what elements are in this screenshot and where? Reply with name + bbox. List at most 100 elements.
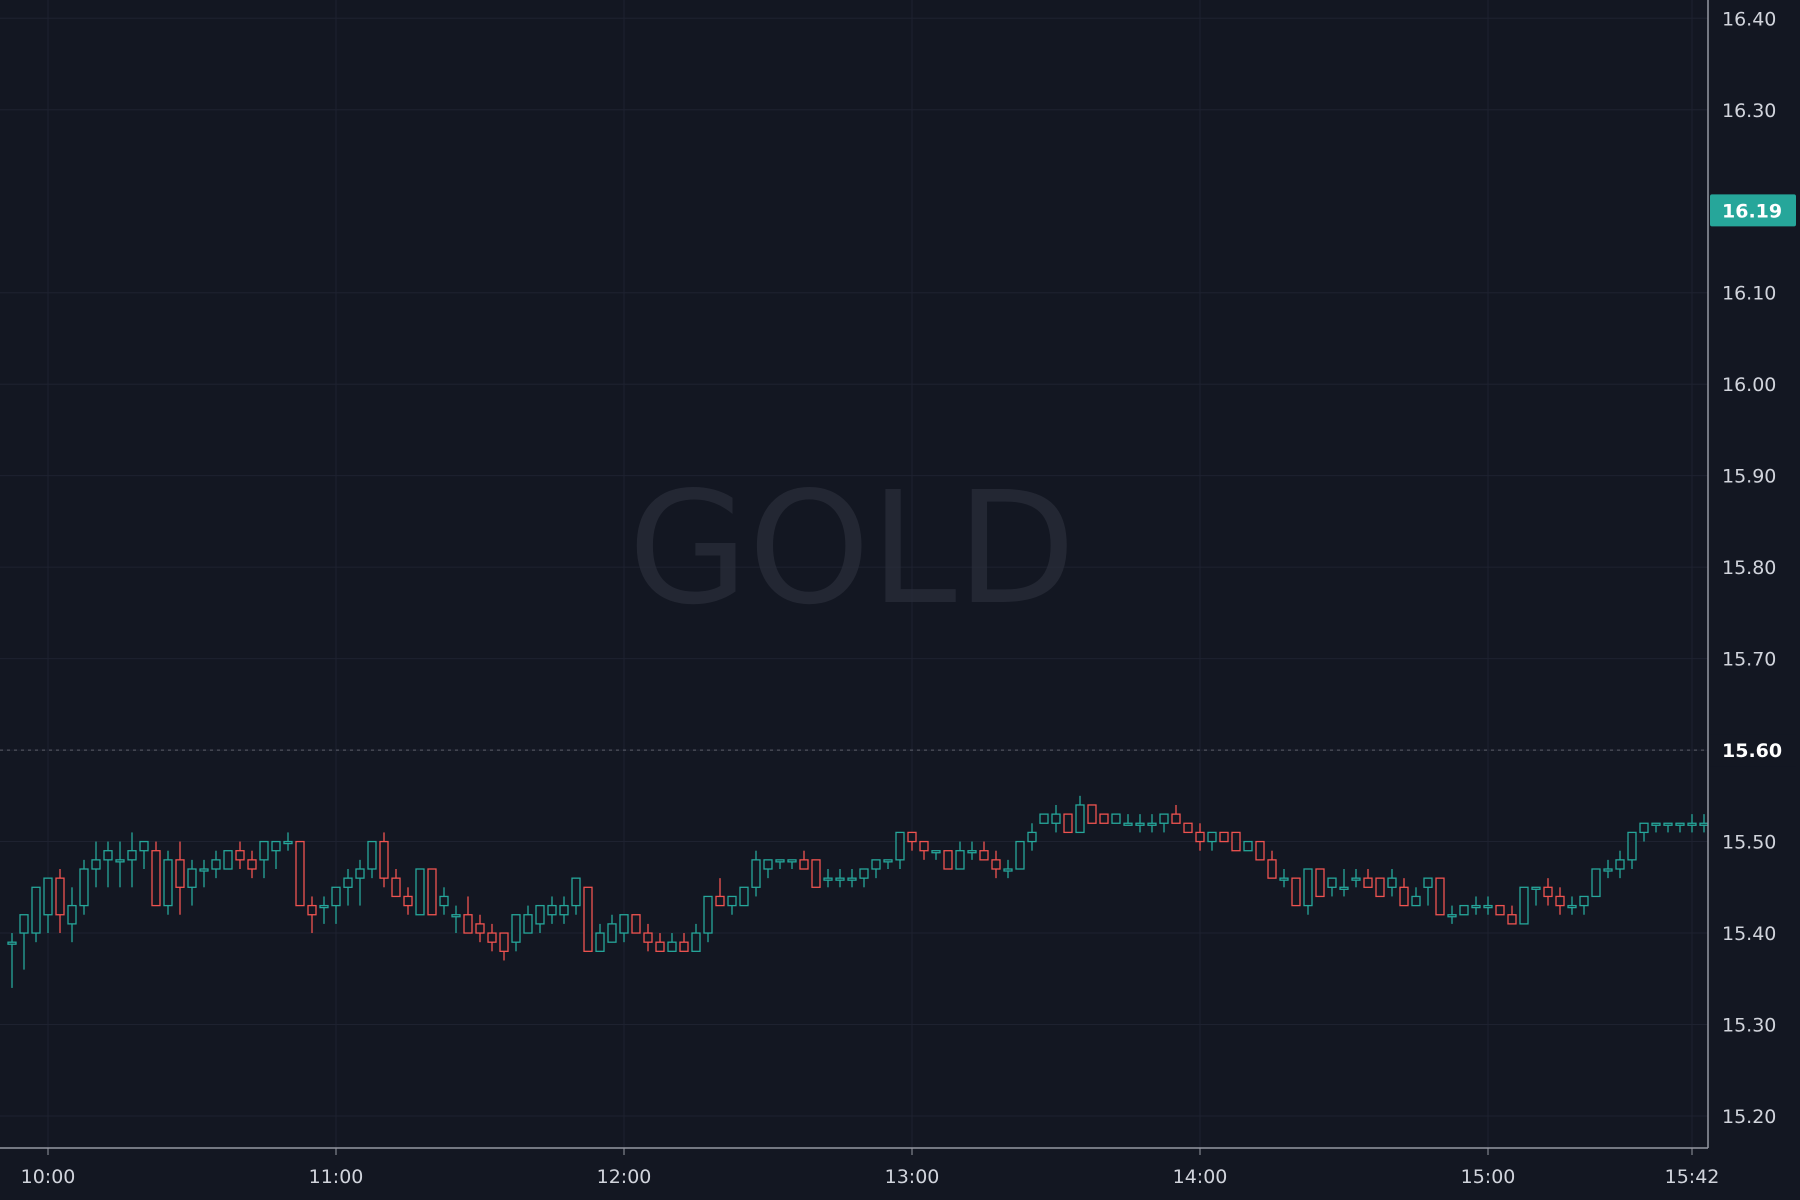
- candle[interactable]: [379, 832, 389, 888]
- candle[interactable]: [583, 886, 593, 952]
- candle[interactable]: [1531, 886, 1541, 906]
- candle[interactable]: [1051, 804, 1061, 833]
- candle[interactable]: [1687, 814, 1697, 833]
- candle[interactable]: [595, 923, 605, 952]
- candle[interactable]: [631, 914, 641, 934]
- candle[interactable]: [211, 850, 221, 879]
- candle[interactable]: [1111, 813, 1121, 824]
- candle[interactable]: [1219, 831, 1229, 843]
- candle[interactable]: [295, 840, 305, 907]
- candle[interactable]: [811, 859, 821, 888]
- candle[interactable]: [883, 859, 893, 870]
- candle[interactable]: [571, 877, 581, 915]
- candle[interactable]: [919, 840, 929, 860]
- candle[interactable]: [1291, 877, 1301, 907]
- candle[interactable]: [367, 840, 377, 879]
- candle[interactable]: [331, 886, 341, 924]
- candle[interactable]: [7, 933, 17, 988]
- candle[interactable]: [1387, 869, 1397, 897]
- candle[interactable]: [1351, 869, 1361, 888]
- candle[interactable]: [1471, 896, 1481, 915]
- candle[interactable]: [1315, 868, 1325, 898]
- candle[interactable]: [1255, 840, 1265, 861]
- candle[interactable]: [967, 841, 977, 860]
- candle[interactable]: [463, 896, 473, 934]
- candle[interactable]: [823, 869, 833, 888]
- candle[interactable]: [799, 850, 809, 870]
- candle[interactable]: [1327, 877, 1337, 897]
- candle[interactable]: [535, 904, 545, 934]
- candle[interactable]: [1363, 869, 1373, 888]
- candle[interactable]: [1087, 804, 1097, 824]
- candle[interactable]: [607, 914, 617, 943]
- candle[interactable]: [991, 850, 1001, 879]
- candle[interactable]: [943, 850, 953, 870]
- candle[interactable]: [1231, 831, 1241, 852]
- candle[interactable]: [847, 869, 857, 888]
- candle[interactable]: [1483, 896, 1493, 915]
- candle[interactable]: [283, 832, 293, 851]
- candle[interactable]: [127, 832, 137, 888]
- candle[interactable]: [1435, 877, 1445, 916]
- candle[interactable]: [31, 886, 41, 943]
- candle[interactable]: [187, 859, 197, 906]
- candle[interactable]: [1411, 887, 1421, 907]
- candle[interactable]: [499, 932, 509, 961]
- candle[interactable]: [655, 933, 665, 952]
- candle[interactable]: [1303, 868, 1313, 915]
- candle[interactable]: [199, 859, 209, 888]
- candle[interactable]: [1615, 850, 1625, 879]
- time-axis-panel[interactable]: [0, 1148, 1708, 1200]
- candle[interactable]: [523, 905, 533, 934]
- candle[interactable]: [415, 868, 425, 916]
- candle[interactable]: [1027, 823, 1037, 851]
- candle[interactable]: [319, 896, 329, 924]
- candle[interactable]: [667, 933, 677, 952]
- candle[interactable]: [1075, 795, 1085, 834]
- candle[interactable]: [247, 850, 257, 879]
- candle[interactable]: [19, 914, 29, 970]
- candle[interactable]: [1183, 822, 1193, 834]
- candle[interactable]: [1627, 831, 1637, 870]
- candle[interactable]: [907, 831, 917, 851]
- candle[interactable]: [427, 868, 437, 916]
- candle[interactable]: [475, 914, 485, 943]
- candle[interactable]: [691, 923, 701, 952]
- candle[interactable]: [403, 887, 413, 915]
- candle[interactable]: [835, 869, 845, 888]
- candle[interactable]: [775, 859, 785, 870]
- candle[interactable]: [1267, 850, 1277, 879]
- candle[interactable]: [163, 850, 173, 915]
- candle[interactable]: [1015, 840, 1025, 870]
- candle[interactable]: [91, 841, 101, 888]
- candle[interactable]: [1375, 877, 1385, 898]
- candle[interactable]: [115, 841, 125, 888]
- candle[interactable]: [1279, 869, 1289, 888]
- candle[interactable]: [1399, 878, 1409, 907]
- candle[interactable]: [1171, 804, 1181, 824]
- candle[interactable]: [739, 886, 749, 907]
- candle[interactable]: [619, 914, 629, 943]
- candle[interactable]: [1507, 905, 1517, 925]
- candle[interactable]: [79, 859, 89, 915]
- candle[interactable]: [271, 840, 281, 870]
- candle[interactable]: [1063, 813, 1073, 834]
- candle[interactable]: [763, 859, 773, 879]
- candle[interactable]: [715, 878, 725, 907]
- candle[interactable]: [787, 859, 797, 870]
- candle[interactable]: [1159, 813, 1169, 833]
- candle[interactable]: [223, 850, 233, 870]
- candle[interactable]: [151, 841, 161, 907]
- candle[interactable]: [1207, 831, 1217, 851]
- candle[interactable]: [1123, 814, 1133, 826]
- candle[interactable]: [679, 933, 689, 952]
- candle[interactable]: [235, 841, 245, 870]
- candle[interactable]: [391, 869, 401, 898]
- candle[interactable]: [1099, 813, 1109, 824]
- candle[interactable]: [751, 850, 761, 897]
- candle[interactable]: [439, 887, 449, 915]
- candle[interactable]: [1135, 814, 1145, 833]
- candle[interactable]: [1423, 877, 1433, 906]
- candle[interactable]: [1147, 814, 1157, 833]
- candle[interactable]: [1339, 869, 1349, 897]
